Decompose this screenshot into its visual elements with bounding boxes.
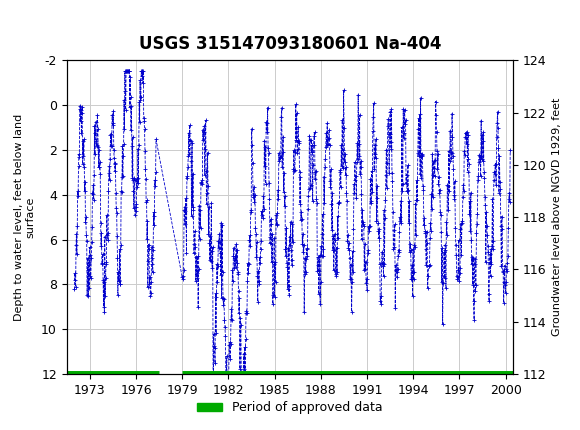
Title: USGS 315147093180601 Na-404: USGS 315147093180601 Na-404 [139, 35, 441, 53]
Legend: Period of approved data: Period of approved data [192, 396, 388, 419]
Y-axis label: Depth to water level, feet below land
surface: Depth to water level, feet below land su… [14, 114, 35, 321]
Text: ≡USGS: ≡USGS [12, 10, 70, 29]
Y-axis label: Groundwater level above NGVD 1929, feet: Groundwater level above NGVD 1929, feet [552, 98, 563, 336]
